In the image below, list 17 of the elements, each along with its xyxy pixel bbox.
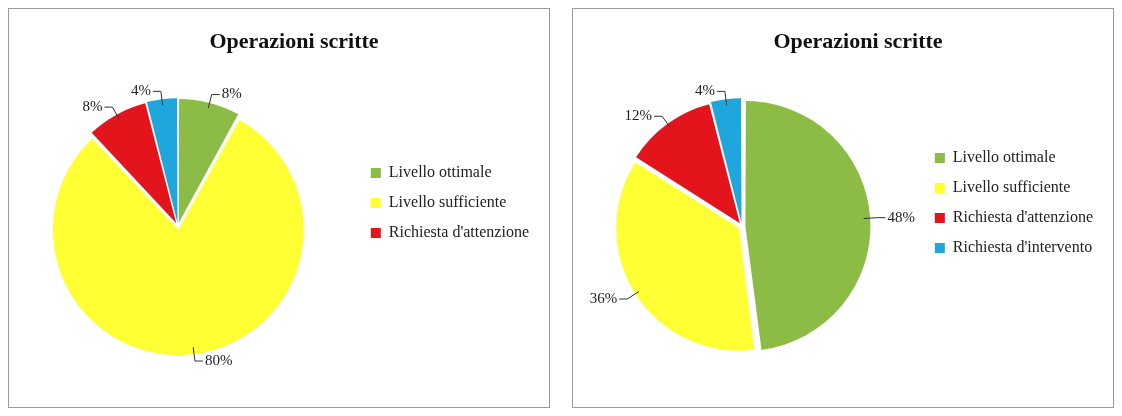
legend-label: Richiesta d'intervento [952,238,1093,256]
chart-title: Operazioni scritte [773,27,943,53]
data-label: 80% [204,351,233,368]
data-label: 8% [221,85,242,102]
legend-label: Livello sufficiente [952,178,1071,196]
chart-title: Operazioni scritte [209,27,379,53]
data-label: 48% [887,208,916,225]
data-label: 36% [589,289,618,306]
legend-label: Richiesta d'attenzione [952,208,1094,226]
data-label: 4% [130,82,151,99]
data-label: 4% [694,82,715,99]
legend-label: Livello sufficiente [388,193,507,211]
legend-label: Livello ottimale [952,148,1056,166]
legend-label: Richiesta d'attenzione [388,223,530,241]
data-label: 12% [624,107,653,124]
data-label: 8% [82,98,103,115]
legend-label: Livello ottimale [388,163,492,181]
